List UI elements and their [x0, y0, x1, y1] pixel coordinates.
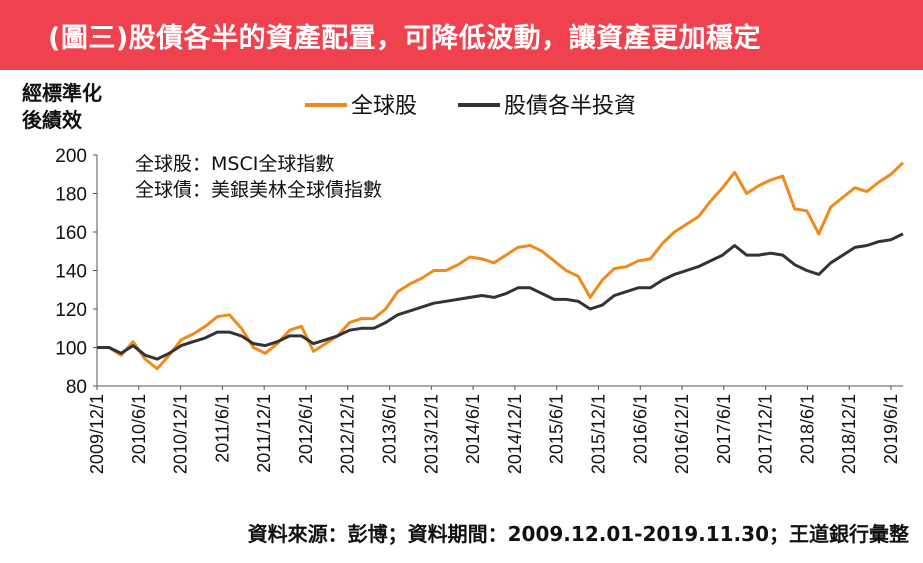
- x-tick-label: 2018/6/1: [797, 394, 817, 464]
- x-tick-label: 2018/12/1: [839, 394, 859, 474]
- y-tick-label: 120: [55, 300, 87, 321]
- y-tick-label: 200: [55, 146, 87, 167]
- y-tick-label: 180: [55, 185, 87, 206]
- x-tick-label: 2011/6/1: [212, 394, 232, 463]
- half-stock-half-bond-line: [97, 232, 904, 361]
- y-tick-label: 140: [55, 262, 87, 283]
- y-axis-label: 經標準化 後績效: [22, 80, 102, 134]
- x-tick-label: 2017/6/1: [714, 394, 734, 464]
- legend-label: 股債各半投資: [504, 94, 636, 119]
- legend-label: 全球股: [351, 94, 417, 119]
- index-annotation: 全球股：MSCI全球指數: [135, 153, 334, 175]
- x-tick-label: 2017/12/1: [756, 394, 776, 474]
- x-tick-label: 2011/12/1: [254, 394, 274, 473]
- x-tick-label: 2010/12/1: [171, 394, 191, 474]
- msci-world-equity-line: [97, 161, 905, 371]
- x-tick-label: 2014/6/1: [463, 394, 483, 464]
- x-tick-label: 2016/12/1: [672, 394, 692, 474]
- y-tick-label: 160: [55, 223, 87, 244]
- x-tick-label: 2013/6/1: [380, 394, 400, 464]
- x-tick-label: 2019/6/1: [881, 394, 901, 464]
- x-tick-label: 2009/12/1: [87, 394, 107, 474]
- source-note: 資料來源：彭博；資料期間：2009.12.01-2019.11.30；王道銀行彙…: [247, 522, 909, 546]
- y-axis-label-line-1: 經標準化: [22, 81, 102, 105]
- title-banner: (圖三)股債各半的資產配置，可降低波動，讓資產更加穩定: [0, 0, 923, 70]
- x-tick-label: 2013/12/1: [421, 394, 441, 474]
- chart-title: (圖三)股債各半的資產配置，可降低波動，讓資產更加穩定: [48, 23, 762, 54]
- x-tick-label: 2010/6/1: [129, 394, 149, 464]
- index-annotation: 全球債：美銀美林全球債指數: [135, 179, 382, 201]
- x-tick-label: 2016/6/1: [630, 394, 650, 464]
- y-tick-label: 80: [66, 377, 87, 398]
- x-tick-label: 2015/12/1: [588, 394, 608, 474]
- y-axis-label-line-2: 後績效: [22, 108, 82, 132]
- x-tick-label: 2015/6/1: [547, 394, 567, 464]
- x-tick-label: 2014/12/1: [505, 394, 525, 474]
- x-tick-label: 2012/12/1: [338, 394, 358, 474]
- y-tick-label: 100: [55, 339, 87, 360]
- x-tick-label: 2012/6/1: [296, 394, 316, 464]
